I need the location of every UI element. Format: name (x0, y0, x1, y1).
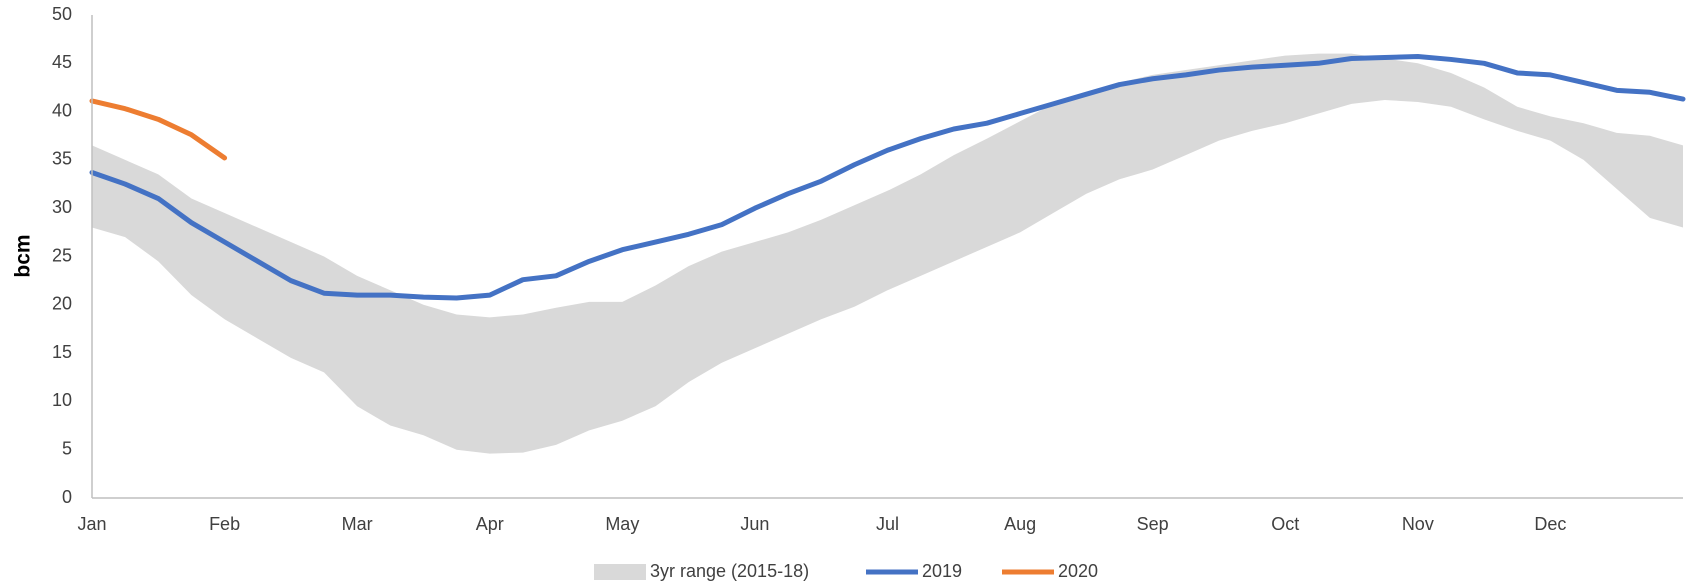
y-tick-label: 25 (52, 245, 72, 265)
y-tick-label: 10 (52, 390, 72, 410)
x-tick-label: Aug (1004, 514, 1036, 534)
y-tick-label: 15 (52, 342, 72, 362)
x-tick-label: Sep (1137, 514, 1169, 534)
y-tick-label: 40 (52, 100, 72, 120)
x-tick-label: Jan (77, 514, 106, 534)
legend-label: 2019 (922, 561, 962, 581)
x-tick-label: Jun (740, 514, 769, 534)
y-tick-label: 35 (52, 149, 72, 169)
x-tick-label: Jul (876, 514, 899, 534)
y-tick-label: 50 (52, 4, 72, 24)
y-tick-label: 5 (62, 438, 72, 458)
y-tick-label: 20 (52, 294, 72, 314)
x-tick-label: Apr (476, 514, 504, 534)
legend-label: 3yr range (2015-18) (650, 561, 809, 581)
series-line (89, 98, 228, 161)
y-tick-label: 0 (62, 487, 72, 507)
range-area (92, 53, 1683, 454)
y-axis-label: bcm (12, 234, 35, 277)
y-tick-label: 30 (52, 197, 72, 217)
x-tick-label: Nov (1402, 514, 1434, 534)
y-tick-label: 45 (52, 52, 72, 72)
x-tick-label: Mar (342, 514, 373, 534)
legend-swatch (594, 564, 646, 580)
x-tick-label: May (605, 514, 639, 534)
x-tick-label: Feb (209, 514, 240, 534)
legend-label: 2020 (1058, 561, 1098, 581)
series-line (89, 54, 1686, 301)
x-tick-label: Oct (1271, 514, 1299, 534)
x-tick-label: Dec (1534, 514, 1566, 534)
